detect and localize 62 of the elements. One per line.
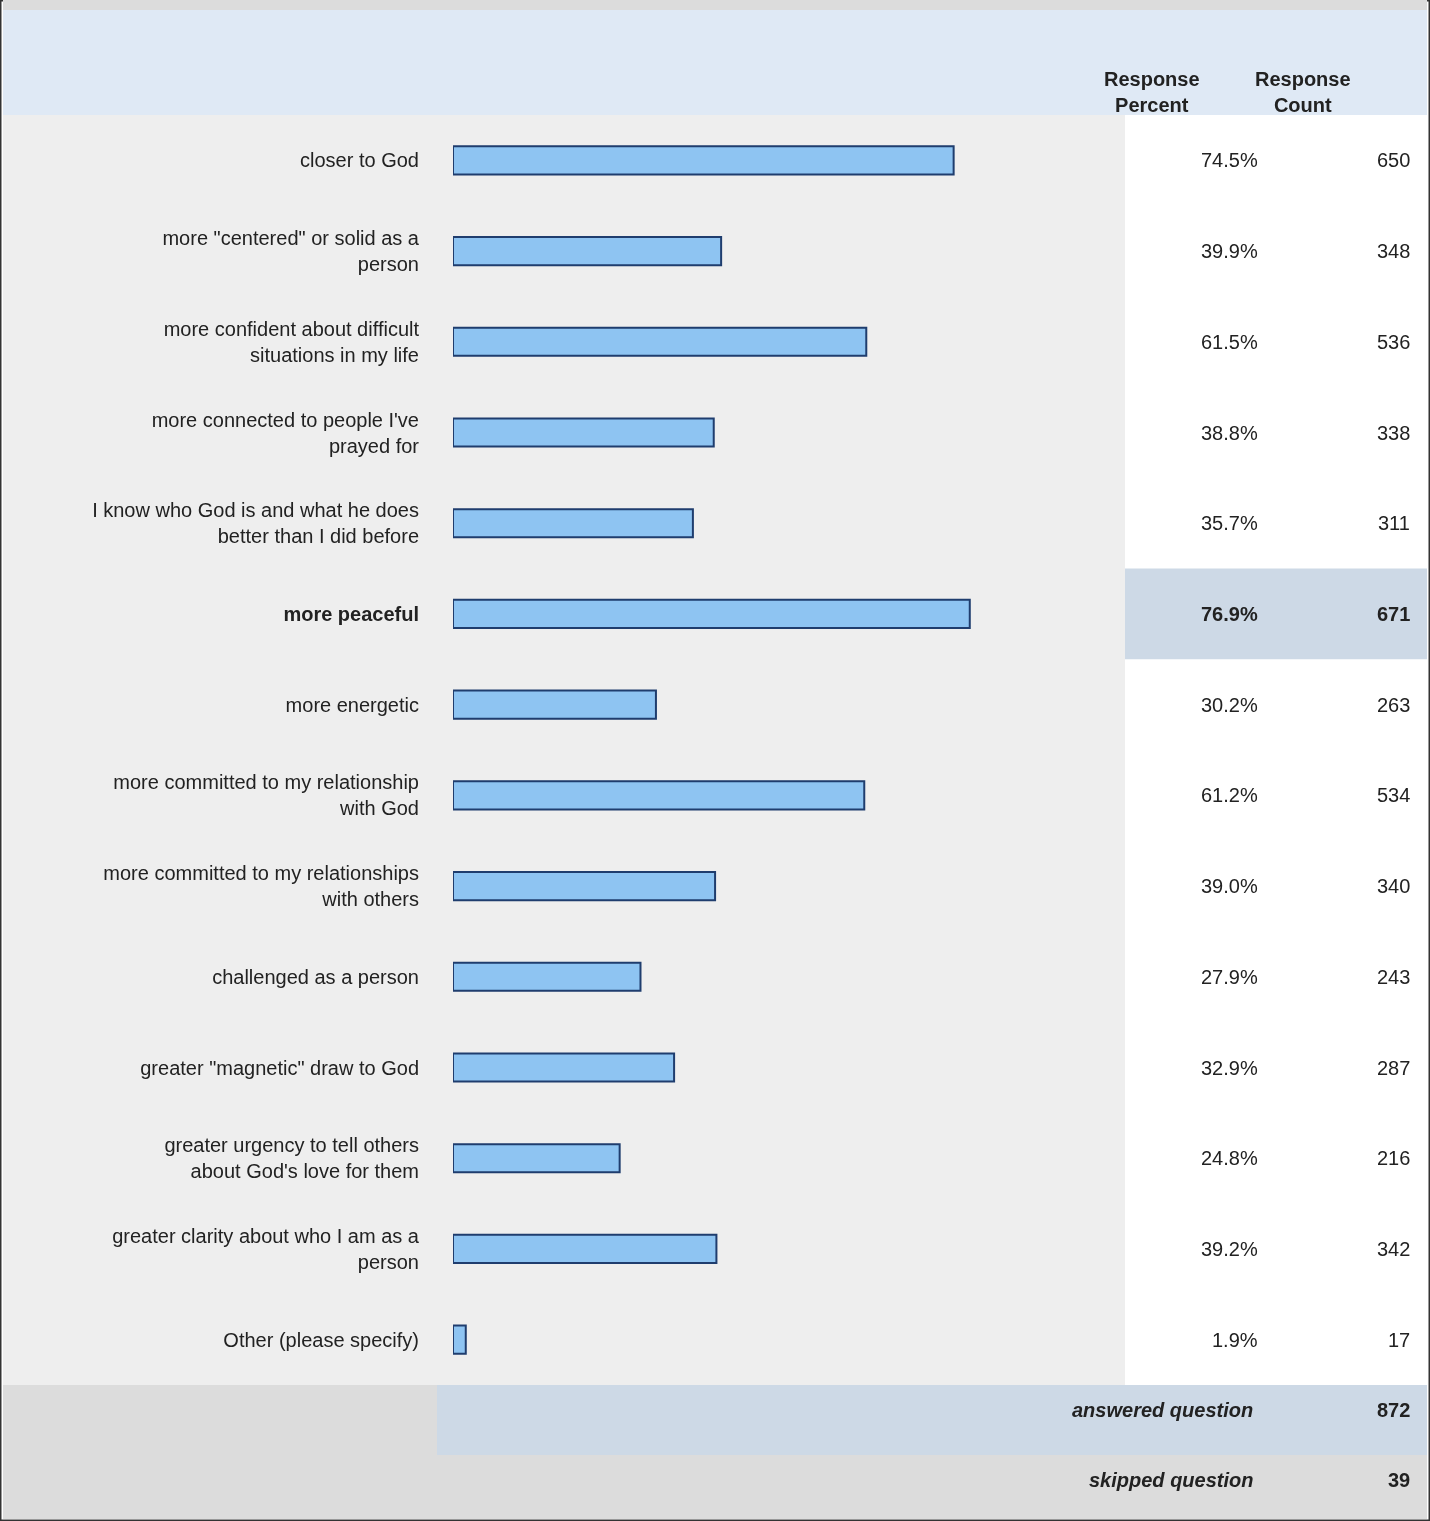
bar [453, 1052, 676, 1083]
data-label: 1.9% [1212, 1329, 1258, 1351]
text: 287 [1377, 1057, 1411, 1079]
text: 650 [1377, 149, 1411, 171]
data-label: 32.9% [1201, 1057, 1258, 1079]
data-label: 24.8% [1201, 1147, 1258, 1169]
bar [453, 689, 657, 720]
bar [453, 1143, 621, 1174]
bar [453, 961, 642, 992]
data-label: 27.9% [1201, 966, 1258, 988]
bar [453, 1324, 467, 1355]
bar [453, 326, 868, 357]
data-label: 39.2% [1201, 1238, 1258, 1260]
bar [453, 598, 971, 629]
data-label: 39.0% [1201, 875, 1258, 897]
text: 536 [1377, 331, 1411, 353]
y-tick-label: greater "magnetic" draw to God [140, 1056, 419, 1079]
text: 17 [1388, 1329, 1411, 1351]
bar [453, 236, 723, 267]
bar [453, 780, 866, 811]
data-label: 38.8% [1201, 422, 1258, 444]
data-label: 61.2% [1201, 784, 1258, 806]
text: 348 [1377, 240, 1411, 262]
y-tick-label: challenged as a person [212, 965, 419, 988]
y-tick-label: more confident about difficult situations in my life [163, 317, 420, 366]
y-tick-label: more connected to people I've prayed for [151, 408, 420, 457]
text: 338 [1377, 422, 1411, 444]
data-label: 39.9% [1201, 240, 1258, 262]
y-tick-label: more energetic [285, 693, 419, 716]
y-tick-label: greater urgency to tell others about God's love for them [164, 1134, 419, 1183]
bar [453, 145, 955, 176]
bar [453, 417, 715, 448]
y-tick-label: closer to God [300, 149, 419, 172]
text: 340 [1377, 875, 1411, 897]
text: answered question [1072, 1399, 1254, 1421]
text: 243 [1377, 966, 1411, 988]
data-label: 61.5% [1201, 331, 1258, 353]
text: 311 [1378, 512, 1410, 534]
text: 534 [1377, 784, 1411, 806]
annotation: Response Percent [1104, 68, 1200, 116]
text: 342 [1377, 1238, 1411, 1260]
y-tick-label: greater clarity about who I am as a person [112, 1224, 420, 1273]
bar [453, 871, 717, 902]
data-label: 30.2% [1201, 694, 1258, 716]
y-tick-label: more peaceful [283, 602, 419, 625]
text: Response Count [1255, 68, 1351, 116]
y-tick-label: more committed to my relationship with God [113, 771, 419, 820]
text: 39 [1388, 1469, 1411, 1491]
text: skipped question [1089, 1469, 1254, 1491]
text: 216 [1377, 1147, 1411, 1169]
data-label: 35.7% [1201, 512, 1258, 534]
text: 263 [1377, 694, 1411, 716]
bar [453, 1233, 718, 1264]
y-tick-label: I know who God is and what he does better than I did before [92, 499, 419, 548]
text: 872 [1377, 1399, 1411, 1421]
y-tick-label: Other (please specify) [223, 1328, 419, 1351]
y-tick-label: more "centered" or solid as a person [162, 227, 420, 276]
data-label: 76.9% [1201, 603, 1258, 625]
y-tick-label: more committed to my relationships with others [103, 862, 419, 911]
bar [453, 508, 694, 539]
text: 671 [1377, 603, 1411, 625]
data-label: 74.5% [1201, 149, 1258, 171]
